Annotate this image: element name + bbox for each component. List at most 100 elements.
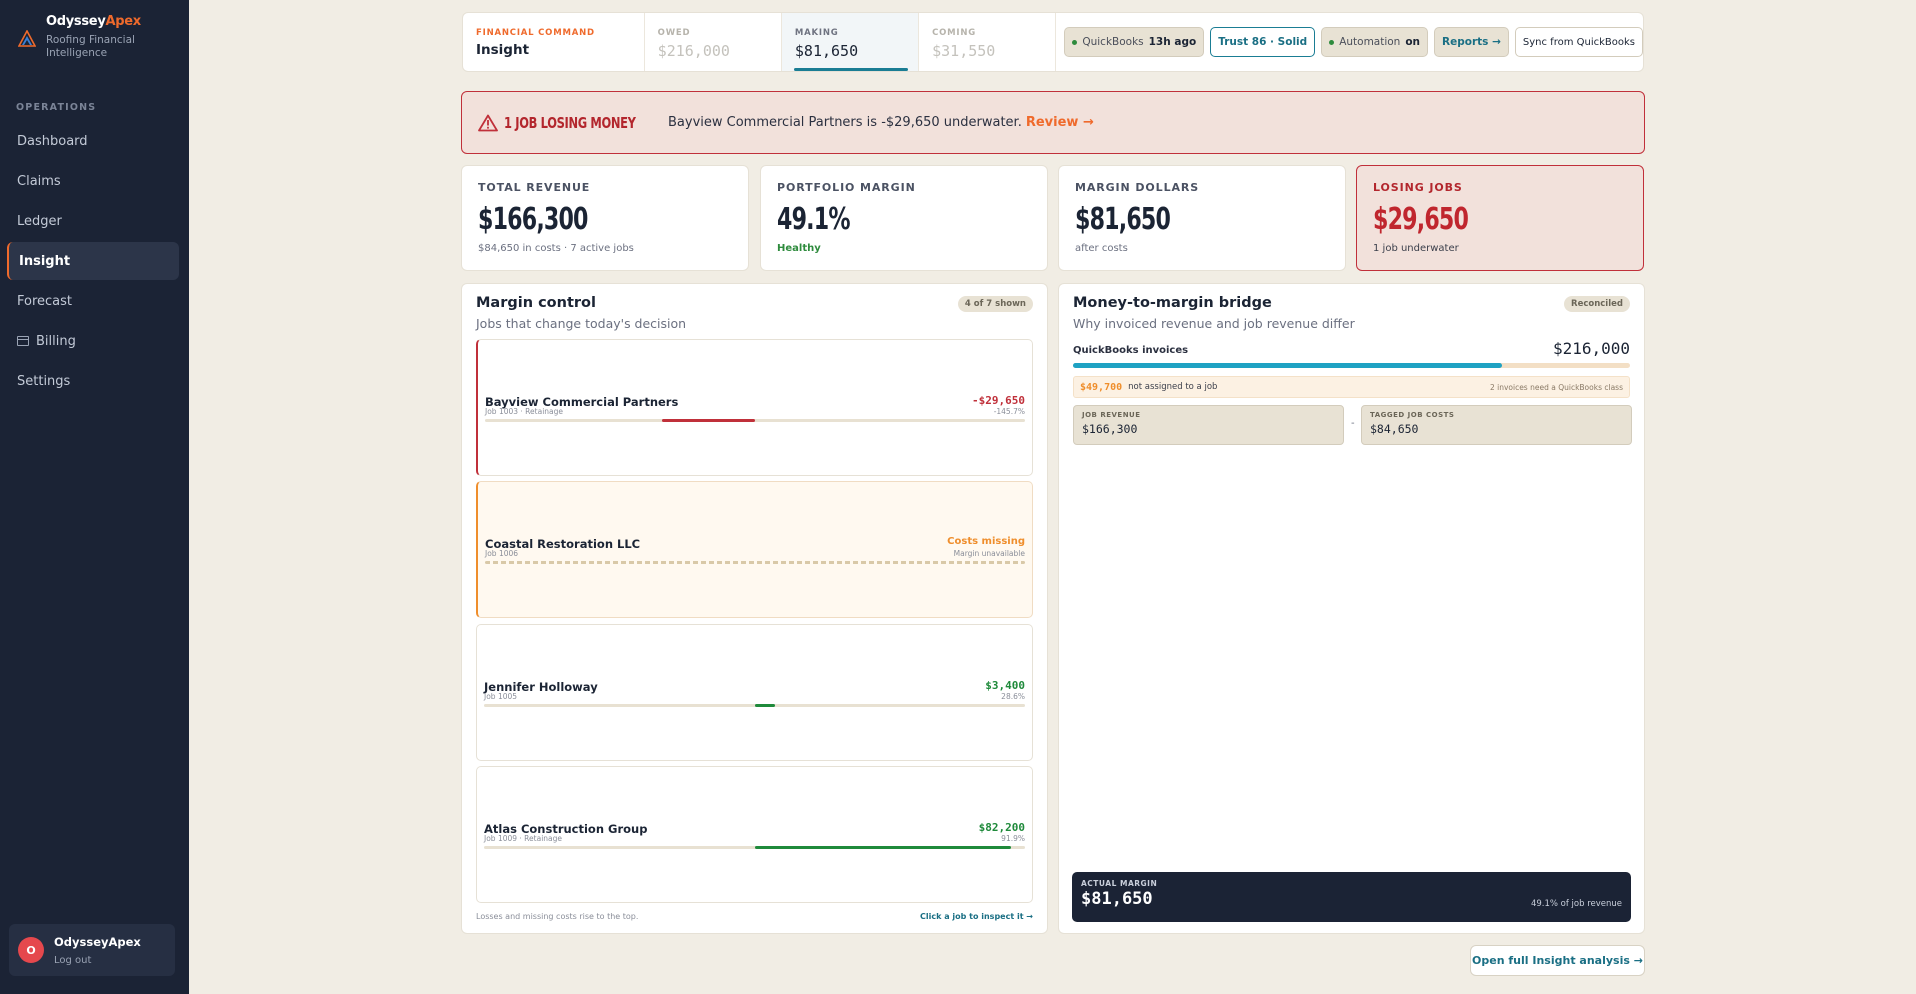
sidebar-item-ledger[interactable]: Ledger (7, 202, 179, 240)
margin-bridge-panel: Money-to-margin bridge Why invoiced reve… (1058, 283, 1645, 934)
sidebar-nav: Dashboard Claims Ledger Insight Forecast… (7, 122, 179, 402)
sidebar-item-label: Billing (36, 333, 76, 349)
top-bar: FINANCIAL COMMAND Insight OWED $216,000 … (462, 12, 1644, 72)
job-name: Bayview Commercial Partners (485, 395, 679, 409)
tagged-costs-box: TAGGED JOB COSTS $84,650 (1361, 405, 1632, 445)
sync-quickbooks-button[interactable]: Sync from QuickBooks (1514, 27, 1643, 57)
actual-margin-box: ACTUAL MARGIN $81,650 49.1% of job reven… (1072, 872, 1631, 922)
quickbooks-invoices-row: QuickBooks invoices $216,000 (1073, 339, 1630, 368)
sidebar: OdysseyApex Roofing Financial Intelligen… (0, 0, 189, 994)
sidebar-item-claims[interactable]: Claims (7, 162, 179, 200)
job-card[interactable]: Atlas Construction Group Job 1009 · Reta… (476, 766, 1033, 903)
panel-subtitle: Jobs that change today's decision (476, 316, 687, 331)
job-card[interactable]: Jennifer Holloway Job 1005 $3,400 28.6% (476, 624, 1033, 761)
unassigned-amount: $49,700 (1080, 381, 1123, 393)
job-margin-pct: -145.7% (993, 407, 1025, 416)
trust-score-badge[interactable]: Trust 86 · Solid (1210, 27, 1316, 57)
mini-value: $84,650 (1370, 422, 1419, 436)
nav-section-label: OPERATIONS (16, 102, 97, 113)
unassigned-text: not assigned to a job (1128, 382, 1218, 392)
section-label: FINANCIAL COMMAND (476, 28, 595, 38)
page-title: Insight (476, 42, 530, 58)
kpi-portfolio-margin[interactable]: PORTFOLIO MARGIN 49.1% Healthy (760, 165, 1048, 271)
automation-state: on (1405, 36, 1421, 48)
status-pills: QuickBooks 13h ago Trust 86 · Solid Auto… (1056, 13, 1643, 71)
job-meta: Job 1006 (485, 549, 519, 558)
brand-name: OdysseyApex (46, 14, 141, 29)
sidebar-item-insight[interactable]: Insight (7, 242, 179, 280)
brand[interactable]: OdysseyApex Roofing Financial Intelligen… (18, 14, 146, 60)
kpi-sub: $84,650 in costs · 7 active jobs (478, 243, 634, 254)
margin-bar (485, 419, 1025, 422)
job-amount: $3,400 (985, 679, 1025, 692)
tab-label: MAKING (794, 28, 839, 38)
panel-subtitle: Why invoiced revenue and job revenue dif… (1073, 316, 1355, 331)
losing-money-alert: 1 JOB LOSING MONEY Bayview Commercial Pa… (461, 91, 1645, 154)
tab-owed[interactable]: OWED $216,000 (645, 13, 782, 71)
sidebar-item-dashboard[interactable]: Dashboard (7, 122, 179, 160)
sidebar-item-label: Forecast (17, 293, 73, 309)
job-name: Jennifer Holloway (484, 680, 598, 694)
job-name: Atlas Construction Group (484, 822, 648, 836)
qb-bar-fill (1073, 363, 1502, 368)
alert-title: 1 JOB LOSING MONEY (504, 113, 636, 132)
warning-icon (478, 114, 498, 131)
kpi-total-revenue[interactable]: TOTAL REVENUE $166,300 $84,650 in costs … (461, 165, 749, 271)
reports-button[interactable]: Reports → (1434, 27, 1509, 57)
review-link[interactable]: Review → (1025, 115, 1094, 130)
tab-making[interactable]: MAKING $81,650 (781, 13, 920, 71)
quickbooks-status[interactable]: QuickBooks 13h ago (1064, 27, 1205, 57)
margin-bar (484, 704, 1025, 707)
kpi-value: 49.1% (777, 202, 851, 237)
shown-count-badge: 4 of 7 shown (957, 296, 1033, 312)
job-name: Coastal Restoration LLC (485, 537, 641, 551)
job-card[interactable]: Coastal Restoration LLC Job 1006 Costs m… (476, 481, 1033, 618)
sidebar-item-settings[interactable]: Settings (7, 362, 179, 400)
job-revenue-box: JOB REVENUE $166,300 (1073, 405, 1344, 445)
tab-value: $31,550 (932, 42, 996, 60)
sidebar-item-label: Ledger (17, 213, 62, 229)
kpi-sub: 1 job underwater (1373, 243, 1459, 254)
actual-margin-pct: 49.1% of job revenue (1530, 899, 1622, 909)
job-meta: Job 1009 · Retainage (484, 834, 563, 843)
kpi-label: MARGIN DOLLARS (1075, 181, 1200, 194)
job-card[interactable]: Bayview Commercial Partners Job 1003 · R… (476, 339, 1033, 476)
margin-bar-fill (754, 704, 775, 707)
sidebar-item-label: Dashboard (17, 133, 88, 149)
financial-command: FINANCIAL COMMAND Insight (463, 13, 645, 71)
qb-label: QuickBooks invoices (1073, 345, 1189, 356)
brand-subtitle: Roofing Financial Intelligence (46, 34, 135, 59)
margin-control-panel: Margin control Jobs that change today's … (461, 283, 1048, 934)
status-dot-icon (1072, 39, 1078, 45)
kpi-label: LOSING JOBS (1373, 181, 1463, 194)
tab-label: COMING (932, 28, 977, 38)
job-meta: Job 1005 (484, 692, 518, 701)
mini-value: $166,300 (1082, 422, 1138, 436)
automation-status[interactable]: Automation on (1321, 27, 1429, 57)
sidebar-item-billing[interactable]: Billing (7, 322, 179, 360)
user-card: O OdysseyApex Log out (9, 924, 175, 976)
footer-note: Losses and missing costs rise to the top… (476, 912, 639, 921)
kpi-sub: after costs (1075, 243, 1128, 254)
reconciled-badge: Reconciled (1564, 296, 1630, 312)
panel-title: Money-to-margin bridge (1073, 295, 1272, 311)
unassigned-note: 2 invoices need a QuickBooks class (1489, 382, 1623, 392)
automation-label: Automation (1339, 36, 1401, 48)
sidebar-item-forecast[interactable]: Forecast (7, 282, 179, 320)
status-dot-icon (1329, 39, 1335, 45)
tab-coming[interactable]: COMING $31,550 (919, 13, 1057, 71)
alert-message: Bayview Commercial Partners is -$29,650 … (668, 115, 1022, 130)
logout-link[interactable]: Log out (54, 954, 92, 966)
job-margin-pct: Margin unavailable (953, 549, 1025, 558)
tab-label: OWED (657, 28, 691, 38)
kpi-sub: Healthy (777, 243, 821, 254)
sidebar-item-label: Settings (17, 373, 71, 389)
avatar[interactable]: O (18, 937, 44, 963)
open-insight-analysis-button[interactable]: Open full Insight analysis → (1470, 945, 1645, 976)
unassigned-revenue[interactable]: $49,700 not assigned to a job 2 invoices… (1073, 376, 1630, 398)
margin-bar-fill (754, 846, 1012, 849)
kpi-margin-dollars[interactable]: MARGIN DOLLARS $81,650 after costs (1058, 165, 1346, 271)
inspect-job-link[interactable]: Click a job to inspect it → (920, 912, 1033, 921)
kpi-losing-jobs[interactable]: LOSING JOBS $29,650 1 job underwater (1356, 165, 1644, 271)
sidebar-item-label: Claims (17, 173, 61, 189)
